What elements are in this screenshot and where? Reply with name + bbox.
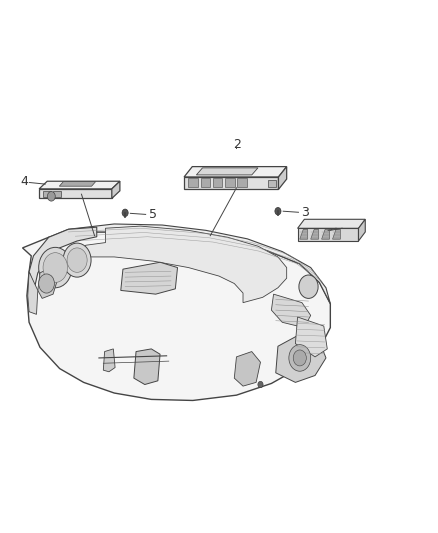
Circle shape — [299, 275, 318, 298]
Bar — [53, 190, 61, 197]
Circle shape — [39, 247, 72, 288]
Polygon shape — [276, 336, 326, 382]
Text: 4: 4 — [21, 175, 28, 188]
Polygon shape — [103, 349, 115, 372]
Polygon shape — [311, 229, 318, 239]
Text: 3: 3 — [301, 206, 309, 219]
Polygon shape — [358, 219, 365, 241]
Circle shape — [293, 350, 306, 366]
Circle shape — [67, 248, 87, 272]
Polygon shape — [28, 272, 38, 314]
Polygon shape — [39, 181, 120, 189]
Polygon shape — [39, 189, 112, 198]
Polygon shape — [332, 229, 340, 239]
Text: 2: 2 — [233, 138, 241, 151]
Polygon shape — [295, 317, 327, 357]
Text: 1: 1 — [344, 222, 352, 235]
Bar — [225, 179, 235, 187]
Circle shape — [122, 209, 128, 216]
Polygon shape — [297, 228, 358, 241]
Bar — [213, 179, 223, 187]
Polygon shape — [184, 177, 279, 189]
Circle shape — [47, 191, 55, 201]
Text: 5: 5 — [148, 208, 157, 221]
Polygon shape — [77, 226, 287, 303]
Polygon shape — [38, 268, 57, 298]
Circle shape — [63, 243, 91, 277]
Bar — [237, 179, 247, 187]
Circle shape — [289, 345, 311, 371]
Polygon shape — [300, 229, 307, 239]
Bar — [201, 179, 210, 187]
Polygon shape — [272, 294, 311, 328]
Polygon shape — [321, 229, 329, 239]
Polygon shape — [196, 168, 258, 175]
Polygon shape — [22, 232, 330, 400]
Polygon shape — [59, 182, 95, 186]
Circle shape — [43, 253, 67, 282]
Polygon shape — [29, 227, 97, 287]
Polygon shape — [184, 167, 287, 177]
Polygon shape — [49, 224, 330, 304]
Polygon shape — [134, 349, 160, 384]
Bar — [188, 179, 198, 187]
Polygon shape — [297, 219, 365, 228]
Bar — [43, 190, 51, 197]
Polygon shape — [112, 181, 120, 198]
Circle shape — [258, 381, 263, 387]
Circle shape — [275, 207, 281, 215]
Bar — [268, 180, 276, 187]
Polygon shape — [234, 352, 261, 386]
Polygon shape — [279, 167, 287, 189]
Polygon shape — [121, 262, 177, 294]
Circle shape — [39, 274, 54, 293]
